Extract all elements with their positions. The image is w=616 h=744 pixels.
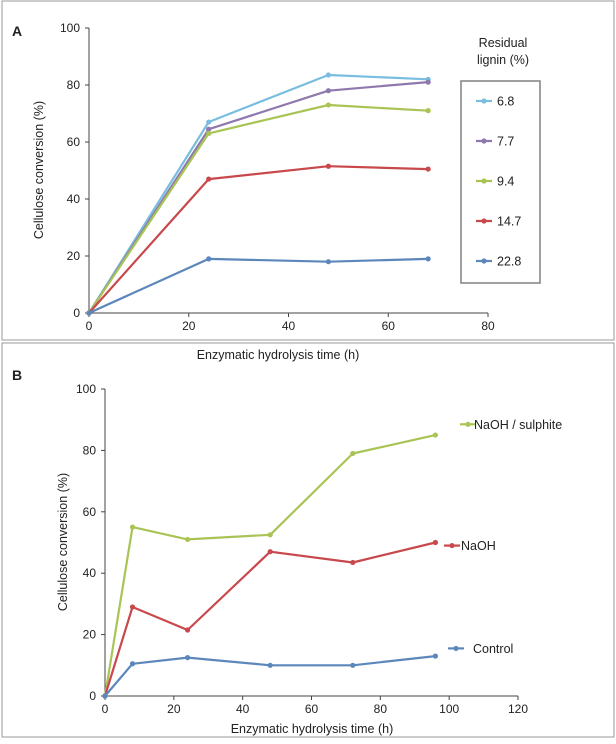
legend-entry: 6.8 xyxy=(497,95,514,109)
x-tick-label: 80 xyxy=(481,319,495,333)
series-line xyxy=(103,541,436,697)
y-tick-label: 80 xyxy=(67,78,81,92)
data-point xyxy=(432,653,438,659)
x-tick-label: 40 xyxy=(236,702,250,716)
series-line xyxy=(88,165,429,314)
data-point xyxy=(432,539,438,546)
data-point xyxy=(86,310,92,316)
legend-entry: Control xyxy=(473,642,513,656)
y-tick-label: 100 xyxy=(76,382,96,396)
legend-box xyxy=(460,80,541,284)
y-tick-label: 40 xyxy=(67,192,81,206)
legend-title-line: lignin (%) xyxy=(477,53,529,67)
legend-swatch-marker xyxy=(481,258,487,264)
x-tick-label: 100 xyxy=(439,702,459,716)
legend-entry: 14.7 xyxy=(497,215,521,229)
y-tick-label: 60 xyxy=(83,505,97,519)
x-tick-label: 60 xyxy=(382,319,396,333)
y-tick-label: 40 xyxy=(83,566,97,580)
data-point xyxy=(185,536,191,543)
data-point xyxy=(185,655,191,661)
data-point xyxy=(129,661,136,667)
y-tick-label: 20 xyxy=(67,249,81,263)
data-point xyxy=(325,259,331,265)
legend-swatch-marker xyxy=(465,421,471,427)
panel-frame xyxy=(1,0,615,341)
legend-entry: NaOH / sulphite xyxy=(474,418,562,432)
data-point xyxy=(185,627,191,633)
data-point xyxy=(206,176,212,182)
y-tick-label: 100 xyxy=(60,21,80,35)
y-tick-label: 0 xyxy=(89,689,96,703)
legend-entry: 22.8 xyxy=(497,255,521,269)
x-tick-label: 120 xyxy=(508,702,528,716)
y-axis-label: Cellulose conversion (%) xyxy=(56,473,70,611)
legend-swatch-marker xyxy=(481,218,487,224)
legend-swatch-marker xyxy=(453,645,459,652)
legend-swatch-marker xyxy=(481,138,487,144)
data-point xyxy=(267,662,273,668)
legend-swatch-marker xyxy=(449,542,455,549)
y-tick-label: 80 xyxy=(83,443,97,457)
series-line xyxy=(88,73,429,314)
data-point xyxy=(206,119,212,125)
data-point xyxy=(206,126,212,132)
series-line xyxy=(103,434,436,697)
x-tick-label: 0 xyxy=(102,702,109,716)
x-tick-label: 80 xyxy=(374,702,388,716)
data-point xyxy=(425,79,431,85)
legend-title-line: Residual xyxy=(479,36,528,50)
panel-a: A 0 20 40 60 80 100 0 20 40 60 80 Enzymatic hydrolys… xyxy=(1,0,615,362)
y-tick-label: 20 xyxy=(83,628,97,642)
y-axis-label: Cellulose conversion (%) xyxy=(32,101,46,239)
data-point xyxy=(325,88,331,94)
x-axis-label: Enzymatic hydrolysis time (h) xyxy=(197,348,360,362)
x-tick-label: 20 xyxy=(182,319,196,333)
data-point xyxy=(350,559,356,566)
panel-frame xyxy=(1,342,615,738)
data-point xyxy=(267,549,273,555)
panel-b: B 0 20 40 60 80 100 0 20 40 60 80 100 120 Enzymatic hy… xyxy=(1,342,615,738)
panel-letter: B xyxy=(12,367,22,383)
data-point xyxy=(432,432,438,438)
y-tick-label: 0 xyxy=(73,306,80,320)
data-point xyxy=(102,693,108,699)
data-point xyxy=(129,524,136,530)
series-line xyxy=(88,103,429,314)
legend-entry: 9.4 xyxy=(497,175,514,189)
data-point xyxy=(325,102,331,108)
legend-entry: NaOH xyxy=(461,539,496,553)
data-point xyxy=(425,256,431,262)
series-line xyxy=(88,81,429,314)
x-tick-label: 40 xyxy=(282,319,296,333)
data-point xyxy=(425,108,431,114)
legend-entry: 7.7 xyxy=(497,135,514,149)
data-point xyxy=(350,662,356,668)
data-point xyxy=(350,450,356,457)
legend-swatch-marker xyxy=(481,98,487,104)
data-point xyxy=(206,130,212,137)
x-tick-label: 20 xyxy=(167,702,181,716)
y-tick-label: 60 xyxy=(67,135,81,149)
series-line xyxy=(104,655,436,697)
legend-swatch-marker xyxy=(481,178,487,184)
x-tick-label: 60 xyxy=(305,702,319,716)
data-point xyxy=(206,256,212,262)
panel-letter: A xyxy=(12,23,22,39)
data-point xyxy=(267,532,273,538)
data-point xyxy=(325,163,331,169)
series-line xyxy=(88,257,429,315)
x-tick-label: 0 xyxy=(86,319,93,333)
x-axis-label: Enzymatic hydrolysis time (h) xyxy=(231,722,394,736)
data-point xyxy=(325,72,331,78)
data-point xyxy=(129,604,136,610)
data-point xyxy=(425,166,431,172)
